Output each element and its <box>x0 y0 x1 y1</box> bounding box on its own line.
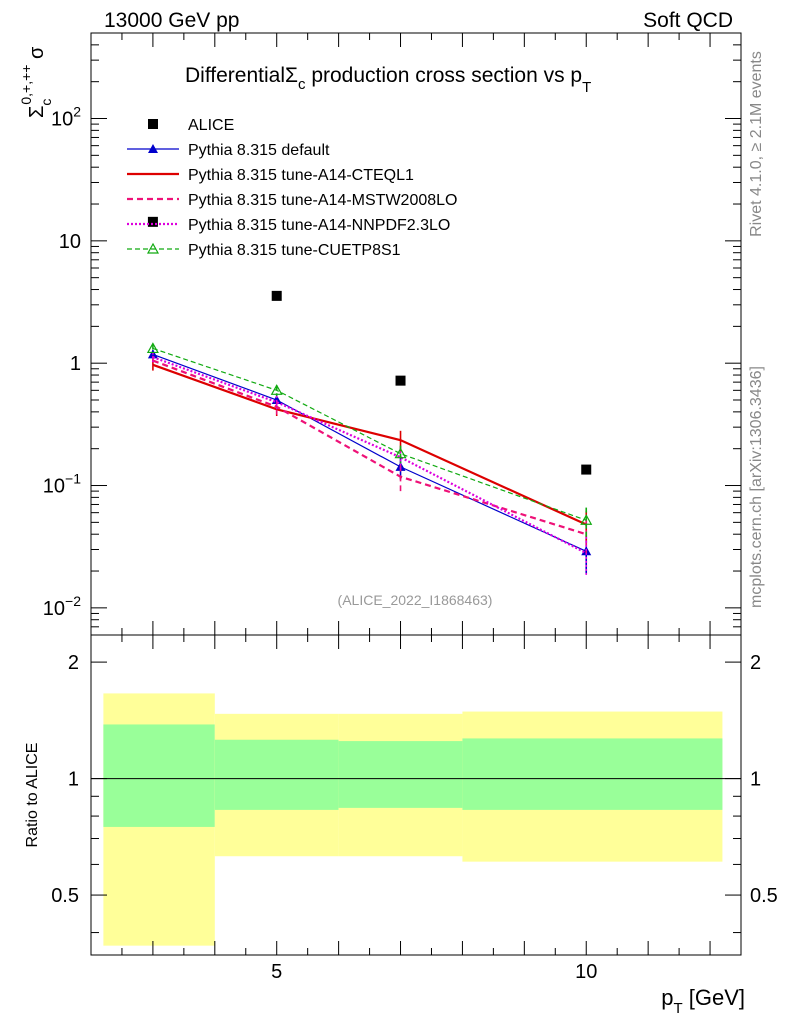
mcplots-label: mcplots.cern.ch [arXiv:1306.3436] <box>748 366 765 608</box>
legend-label-4: Pythia 8.315 tune-A14-NNPDF2.3LO <box>188 217 450 234</box>
alice-point-0 <box>147 216 158 227</box>
series-line-2 <box>152 359 587 536</box>
ytick-label-ratio-right-0: 0.5 <box>750 885 778 907</box>
legend: ALICE Pythia 8.315 default Pythia 8.315 tu… <box>127 117 457 259</box>
rivet-label: Rivet 4.1.0, ≥ 2.1M events <box>748 51 765 237</box>
series-point-4-0 <box>146 342 159 354</box>
legend-label-2: Pythia 8.315 tune-A14-CTEQL1 <box>188 167 414 184</box>
series-line-0 <box>152 353 587 552</box>
series-point-4-3 <box>580 514 593 525</box>
ytick-label-main-1: 10−1 <box>43 471 81 498</box>
legend-marker-1 <box>148 144 158 153</box>
ytick-label-main-2: 1 <box>70 353 81 375</box>
ratio-band-green-2 <box>338 741 463 808</box>
ratio-band-green-1 <box>214 739 339 810</box>
legend-label-0: ALICE <box>188 117 234 134</box>
ytick-label-main-4: 102 <box>51 104 81 131</box>
alice-data <box>147 216 592 475</box>
chart-title: DifferentialΣc production cross section … <box>185 64 591 96</box>
ytick-label-ratio-right-2: 2 <box>750 652 761 674</box>
legend-entry-4: Pythia 8.315 tune-A14-NNPDF2.3LO <box>127 217 450 234</box>
ratio-band-green-0 <box>103 724 215 827</box>
series-line-1 <box>152 363 587 526</box>
xtick-label-1: 10 <box>575 961 597 983</box>
ytick-label-ratio-left-0: 0.5 <box>51 885 79 907</box>
legend-marker-5 <box>146 242 160 254</box>
legend-entry-0: ALICE <box>148 117 234 134</box>
legend-entry-3: Pythia 8.315 tune-A14-MSTW2008LO <box>127 192 457 209</box>
ratio-bands <box>91 693 741 946</box>
ytick-label-ratio-left-1: 1 <box>68 769 79 791</box>
legend-label-3: Pythia 8.315 tune-A14-MSTW2008LO <box>188 192 457 209</box>
main-series <box>146 342 593 577</box>
category-label: Soft QCD <box>643 9 733 32</box>
frames <box>90 32 742 956</box>
legend-entry-2: Pythia 8.315 tune-A14-CTEQL1 <box>127 167 414 184</box>
ratio-band-green-3 <box>462 738 723 810</box>
ratio-ylabel: Ratio to ALICE <box>24 743 41 848</box>
series-point-4-1 <box>270 384 283 395</box>
series-point-4-2 <box>394 447 407 459</box>
series-line-3 <box>152 356 587 555</box>
ytick-label-ratio-left-2: 2 <box>68 652 79 674</box>
ratio-frame <box>90 634 742 956</box>
legend-entry-5: Pythia 8.315 tune-CUETP8S1 <box>127 242 401 259</box>
alice-point-2 <box>395 375 406 386</box>
ytick-label-ratio-right-1: 1 <box>750 769 761 791</box>
ratio-xlabel: pT [GeV] <box>661 985 745 1017</box>
xtick-label-0: 5 <box>271 961 282 983</box>
legend-label-1: Pythia 8.315 default <box>188 142 330 159</box>
ytick-label-main-0: 10−2 <box>43 593 81 620</box>
axes: 5 10 10−2 10−1 1 10 102 0.5 0.5 1 1 2 2 <box>43 32 778 983</box>
ytick-label-main-3: 10 <box>59 231 81 253</box>
series-line-4 <box>152 347 587 521</box>
legend-entry-1: Pythia 8.315 default <box>127 142 330 159</box>
main-ylabel: Σc0,+,++ σ <box>18 46 54 118</box>
legend-swatch-0 <box>148 119 158 129</box>
legend-label-5: Pythia 8.315 tune-CUETP8S1 <box>188 242 401 259</box>
energy-label: 13000 GeV pp <box>104 9 239 32</box>
alice-point-1 <box>271 290 282 301</box>
analysis-watermark: (ALICE_2022_I1868463) <box>338 592 493 608</box>
alice-point-3 <box>581 464 592 475</box>
